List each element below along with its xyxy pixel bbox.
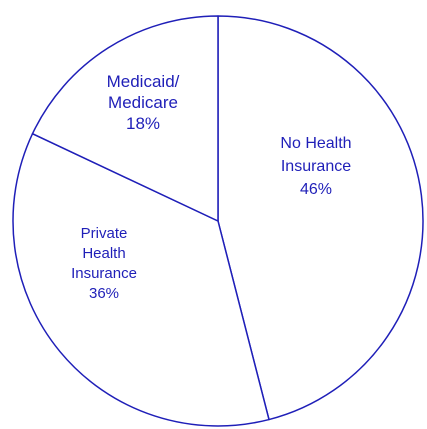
slice-name-line: Medicare	[108, 93, 178, 112]
slice-value-label: 36%	[89, 285, 119, 302]
slice-name-line: Medicaid/	[107, 72, 180, 91]
pie-slice-label-2: Private Health Insurance 36%	[71, 225, 137, 302]
pie-slice-2	[12, 132, 270, 427]
slice-name-line: No Health	[280, 135, 351, 152]
slice-name-line: Health	[82, 245, 125, 262]
slice-name-line: Insurance	[71, 265, 137, 282]
slice-name-line: Private	[81, 225, 128, 242]
slice-value-label: 18%	[126, 114, 160, 133]
pie-slice-label-1: No Health Insurance 46%	[280, 135, 351, 198]
pie-slice-3	[31, 15, 219, 222]
pie-slice-label-3: Medicaid/Medicare 18%	[107, 72, 180, 133]
slice-value-label: 46%	[300, 181, 332, 198]
pie-slice-1	[217, 15, 424, 421]
slice-name-line: Insurance	[281, 158, 351, 175]
